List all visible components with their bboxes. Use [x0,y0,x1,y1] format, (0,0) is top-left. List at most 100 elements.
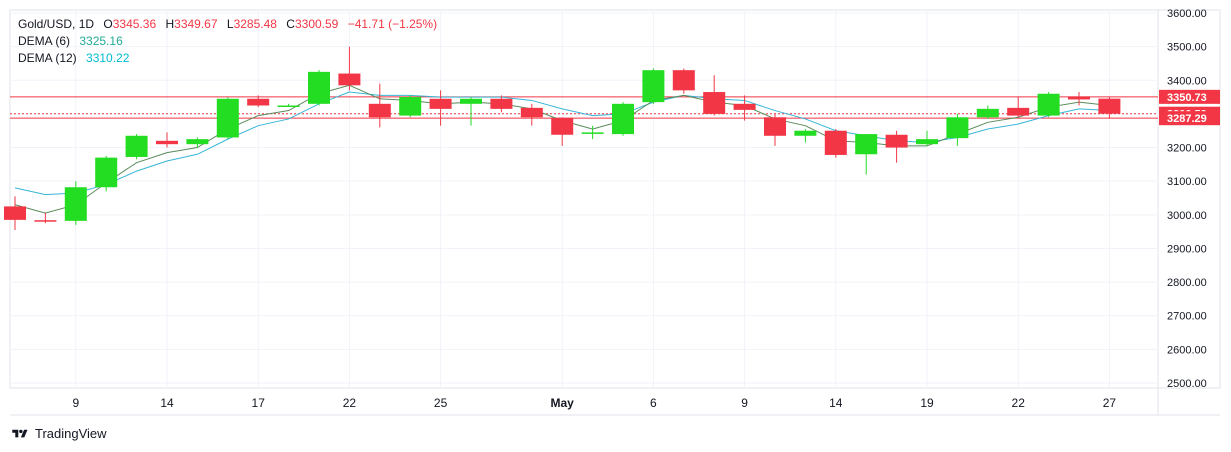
candle-body [216,98,239,138]
candle [551,117,574,146]
candle-body [764,117,786,136]
candle-body [490,98,513,109]
candle-body [612,103,634,135]
candle [642,68,665,104]
price-label: 3287.29 [1167,113,1207,125]
legend-o-value: 3345.36 [112,17,157,31]
candle [186,137,209,148]
legend-o-label: O [103,17,113,31]
candle-body [976,108,999,118]
candle [824,129,847,158]
candle [156,132,178,148]
candle-body [429,98,452,109]
candle-body [460,98,482,104]
candle [612,102,634,136]
candle [64,181,87,225]
y-tick-label: 3600.00 [1167,8,1207,20]
legend-dema12-label: DEMA (12) [18,51,77,65]
candle [946,113,969,146]
candle-body [520,107,543,118]
x-tick-label: 9 [72,396,79,410]
brand-name: TradingView [35,426,107,441]
legend-ohlc-row: Gold/USD, 1D O3345.36 H3349.67 L3285.48 … [18,17,438,31]
candle-body [277,105,300,107]
candle-body [946,117,969,139]
price-label-bg [1159,111,1220,126]
legend-symbol[interactable]: Gold/USD [18,17,73,31]
x-tick-label: 14 [829,396,843,410]
legend-dema6-value: 3325.16 [79,34,123,48]
candle [216,97,239,140]
y-axis: 3600.003500.003400.003300.003200.003100.… [10,8,1207,390]
candle [764,113,786,146]
legend-change: −41.71 (−1.25%) [347,17,438,31]
candle [460,97,482,126]
candle-body [703,92,726,114]
legend-h-value: 3349.67 [174,17,218,31]
candle-body [855,134,878,155]
candle-body [247,98,270,106]
candle-body [186,139,209,145]
candle [95,155,118,192]
x-tick-label: 27 [1103,396,1117,410]
tradingview-brand[interactable]: TradingView [10,426,107,441]
candle [885,130,908,163]
legend-h-label: H [165,17,175,31]
candle [976,105,999,119]
candle-body [1007,107,1030,116]
candle [855,134,878,175]
y-tick-label: 2600.00 [1167,344,1207,356]
candle-body [916,139,938,145]
chart-legend: Gold/USD, 1D O3345.36 H3349.67 L3285.48 … [18,16,437,67]
candle [1037,92,1060,118]
y-tick-label: 3100.00 [1167,176,1207,188]
candle-body [64,187,87,221]
legend-c-value: 3300.59 [294,17,339,31]
legend-dema6-row[interactable]: DEMA (6) 3325.16 [18,33,437,50]
candle [247,95,270,108]
candle-body [95,157,118,188]
candle [672,68,695,94]
candle-body [1098,98,1121,114]
price-axis-labels: 3350.733300.593287.29 [1159,89,1220,126]
x-tick-label: 22 [343,396,357,410]
candle-body [733,103,756,110]
candle-body [551,117,574,135]
candle-body [34,220,57,222]
candle-body [672,70,695,91]
y-tick-label: 2900.00 [1167,243,1207,255]
candles [4,46,1121,230]
legend-dema12-row[interactable]: DEMA (12) 3310.22 [18,50,437,67]
candle [581,125,604,140]
candle [703,75,726,116]
y-tick-label: 2500.00 [1167,378,1207,390]
price-label: 3350.73 [1167,92,1207,104]
candle [429,90,452,126]
candle-body [824,130,847,155]
price-label-bg [1159,89,1220,104]
candle [399,95,422,118]
x-tick-label: May [551,396,575,410]
candle-body [1068,96,1090,100]
tradingview-logo-icon [12,429,28,437]
candle [1007,97,1030,118]
x-tick-label: 17 [252,396,266,410]
candle [368,83,391,128]
y-tick-label: 2800.00 [1167,277,1207,289]
candle [308,70,330,106]
candle-body [368,103,391,118]
candle [34,213,57,224]
candle [1068,92,1090,106]
x-tick-label: 9 [741,396,748,410]
candle-body [4,206,26,220]
candle [794,129,817,143]
candle-body [885,134,908,148]
legend-c-label: C [286,17,295,31]
legend-l-value: 3285.48 [233,17,277,31]
candle [1098,97,1121,119]
y-tick-label: 3000.00 [1167,210,1207,222]
x-tick-label: 19 [920,396,934,410]
candle-body [338,73,361,86]
legend-interval[interactable]: 1D [78,17,95,31]
